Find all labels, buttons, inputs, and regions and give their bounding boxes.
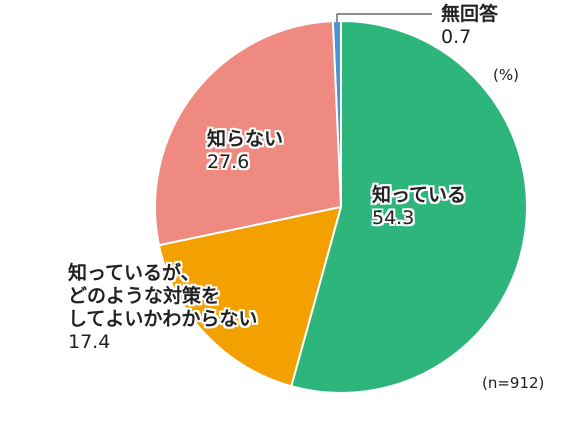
category-label: 無回答: [441, 3, 499, 25]
pie-slice: [290, 19, 528, 394]
value-label: 0.7: [441, 26, 472, 48]
category-label: 知らない: [207, 128, 284, 150]
value-label: 27.6: [207, 151, 250, 173]
value-label: 17.4: [68, 331, 111, 353]
slice-label: 知っている 54.3: [372, 184, 466, 230]
slice-label: 知っているが、 どのような対策を してよいかわからない 17.4: [68, 262, 257, 354]
leader-line: [336, 13, 432, 22]
pie-slice: [154, 20, 343, 247]
slice-label: 知らない 27.6: [207, 128, 283, 174]
sample-note: (n=912): [482, 374, 545, 392]
unit-label: (%): [493, 66, 519, 84]
pie-slice: [157, 205, 343, 388]
category-label: 知っている: [372, 184, 467, 206]
slice-label: 無回答 0.7: [441, 3, 498, 49]
category-label: 知っているが、 どのような対策を してよいかわからない: [68, 262, 258, 330]
value-label: 54.3: [372, 207, 415, 229]
